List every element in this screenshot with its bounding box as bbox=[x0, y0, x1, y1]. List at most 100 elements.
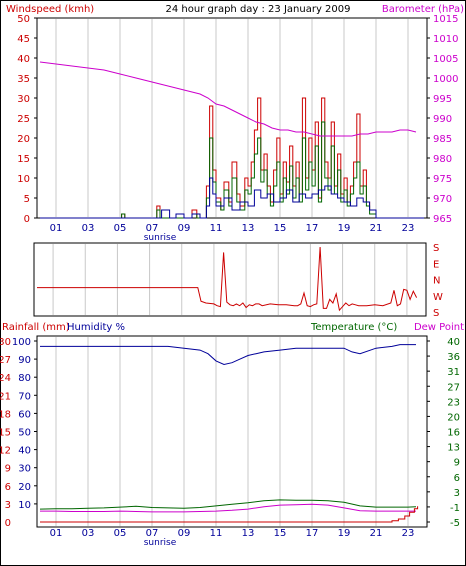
humidity-tick-label: 40 bbox=[18, 446, 31, 457]
sunrise-marker-bottom: sunrise bbox=[144, 538, 177, 548]
rainfall-tick-label: 18 bbox=[0, 409, 11, 420]
windspeed-tick-label: 0 bbox=[24, 214, 30, 225]
temperature-tick-label: 31 bbox=[447, 367, 460, 378]
windspeed-tick-label: 15 bbox=[17, 154, 30, 165]
windspeed-tick-label: 50 bbox=[17, 14, 30, 25]
temperature-tick-label: 16 bbox=[447, 428, 460, 439]
temperature-axis-label: Temperature (°C) bbox=[310, 322, 397, 333]
compass-label: W bbox=[433, 292, 443, 303]
compass-label: N bbox=[433, 276, 440, 287]
temperature-tick-label: 6 bbox=[454, 473, 460, 484]
windspeed-tick-labels: 0 5 10 15 20 25 30 35 40 45 50 bbox=[17, 14, 37, 225]
humidity-axis-label: Humidity % bbox=[67, 322, 125, 333]
hour-tick-label: 21 bbox=[370, 223, 383, 234]
barometer-tick-label: 1010 bbox=[433, 34, 458, 45]
windspeed-tick-label: 45 bbox=[17, 34, 30, 45]
windspeed-tick-label: 10 bbox=[17, 174, 30, 185]
rainfall-line bbox=[40, 506, 419, 523]
rain-humidity-temp-plot-area bbox=[36, 335, 428, 528]
rainfall-tick-label: 30 bbox=[0, 337, 11, 348]
hour-tick-label: 11 bbox=[210, 528, 223, 539]
hour-tick-label: 07 bbox=[146, 223, 159, 234]
rainfall-tick-label: 15 bbox=[0, 428, 11, 439]
temperature-tick-label: 27 bbox=[447, 382, 460, 393]
hour-tick-label: 09 bbox=[178, 528, 191, 539]
humidity-tick-label: 10 bbox=[18, 500, 31, 511]
humidity-line bbox=[40, 344, 416, 366]
barometer-axis-label: Barometer (hPa) bbox=[382, 4, 464, 15]
rainfall-tick-labels: 0 3 6 9 12 15 18 21 24 27 30 bbox=[0, 337, 11, 529]
barometer-tick-label: 970 bbox=[433, 194, 452, 205]
humidity-tick-label: 70 bbox=[18, 391, 31, 402]
hour-tick-label: 15 bbox=[274, 223, 287, 234]
barometer-tick-label: 990 bbox=[433, 114, 452, 125]
wind-direction-plot-area bbox=[33, 242, 427, 317]
windspeed-tick-label: 35 bbox=[17, 74, 30, 85]
hour-tick-label: 13 bbox=[242, 528, 255, 539]
windspeed-tick-label: 25 bbox=[17, 114, 30, 125]
temperature-line bbox=[39, 499, 417, 510]
wind-barometer-series bbox=[39, 61, 424, 219]
windspeed-tick-label: 5 bbox=[24, 194, 30, 205]
hour-tick-label: 13 bbox=[242, 223, 255, 234]
barometer-tick-labels: 965 970 975 980 985 990 995 1000 1005 1010 1015 bbox=[427, 14, 458, 225]
barometer-tick-label: 995 bbox=[433, 94, 452, 105]
temperature-tick-label: -1 bbox=[450, 503, 460, 514]
barometer-tick-label: 980 bbox=[433, 154, 452, 165]
hour-tick-labels-bottom: 01 03 05 07 09 11 13 15 17 19 21 23 bbox=[50, 528, 415, 539]
humidity-tick-label: 30 bbox=[18, 464, 31, 475]
compass-label: S bbox=[433, 243, 439, 254]
hour-tick-label: 15 bbox=[274, 528, 287, 539]
temperature-tick-label: -5 bbox=[450, 518, 460, 529]
hour-tick-label: 05 bbox=[114, 223, 127, 234]
humidity-tick-label: 50 bbox=[18, 428, 31, 439]
wind-direction-line bbox=[37, 246, 418, 312]
rainfall-tick-label: 0 bbox=[5, 518, 11, 529]
rainfall-tick-label: 12 bbox=[0, 446, 11, 457]
humidity-tick-label: 60 bbox=[18, 409, 31, 420]
temperature-tick-label: 3 bbox=[454, 488, 460, 499]
rainfall-axis-label: Rainfall (mm) bbox=[2, 322, 70, 333]
hour-tick-label: 01 bbox=[50, 223, 63, 234]
rain-humidity-temp-series bbox=[39, 344, 419, 523]
windspeed-tick-label: 30 bbox=[17, 94, 30, 105]
hour-tick-label: 19 bbox=[338, 528, 351, 539]
dew-point-line bbox=[40, 503, 416, 513]
rainfall-tick-label: 27 bbox=[0, 355, 11, 366]
humidity-tick-label: 80 bbox=[18, 373, 31, 384]
hour-tick-label: 03 bbox=[82, 528, 95, 539]
hour-tick-label: 23 bbox=[402, 528, 415, 539]
hour-tick-label: 01 bbox=[50, 528, 63, 539]
dewpoint-axis-label: Dew Point bbox=[414, 322, 464, 333]
barometer-tick-label: 975 bbox=[433, 174, 452, 185]
compass-label: E bbox=[433, 259, 439, 270]
temperature-tick-label: 9 bbox=[454, 458, 460, 469]
hour-tick-label: 07 bbox=[146, 528, 159, 539]
barometer-tick-label: 1000 bbox=[433, 74, 458, 85]
windspeed-tick-label: 40 bbox=[17, 54, 30, 65]
windspeed-axis-label: Windspeed (kmh) bbox=[6, 4, 94, 15]
barometer-tick-label: 1005 bbox=[433, 54, 458, 65]
hour-tick-label: 17 bbox=[306, 223, 319, 234]
wind-speed-line bbox=[40, 121, 424, 219]
chart-title: 24 hour graph day : 23 January 2009 bbox=[166, 4, 351, 15]
hour-tick-label: 05 bbox=[114, 528, 127, 539]
temperature-tick-label: 23 bbox=[447, 397, 460, 408]
hour-tick-label: 21 bbox=[370, 528, 383, 539]
hour-tick-label: 11 bbox=[210, 223, 223, 234]
temperature-tick-label: 13 bbox=[447, 443, 460, 454]
temperature-tick-label: 36 bbox=[447, 352, 460, 363]
rainfall-tick-label: 21 bbox=[0, 391, 11, 402]
rainfall-tick-label: 3 bbox=[5, 500, 11, 511]
barometer-tick-label: 965 bbox=[433, 214, 452, 225]
humidity-tick-labels: 10 20 30 40 50 60 70 80 90 100 bbox=[12, 337, 37, 511]
rain-humidity-temp-gridlines bbox=[55, 337, 409, 526]
rainfall-tick-label: 9 bbox=[5, 464, 11, 475]
temperature-tick-label: 40 bbox=[447, 337, 460, 348]
rainfall-tick-label: 6 bbox=[5, 482, 11, 493]
wind-direction-gridlines bbox=[52, 244, 408, 315]
